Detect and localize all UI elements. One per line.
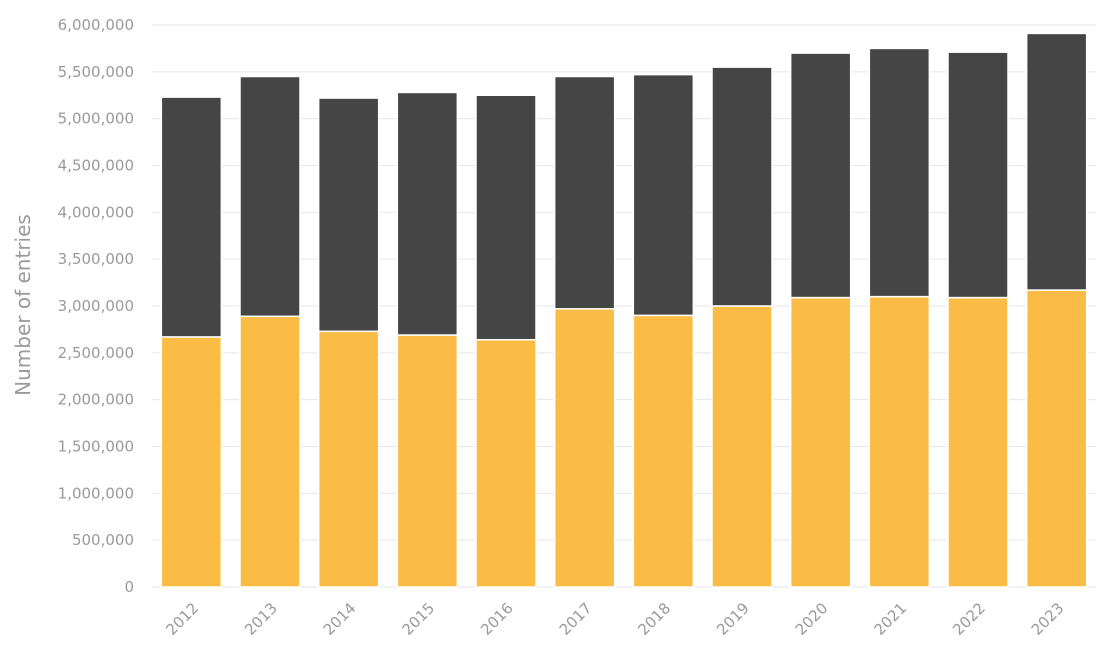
- x-tick-label: 2015: [398, 599, 438, 639]
- x-tick-label: 2019: [713, 599, 753, 639]
- y-tick-label: 3,000,000: [58, 297, 134, 315]
- bar-segment-2015-series-2: [396, 91, 459, 336]
- bar-segment-2013-series-2: [239, 75, 301, 318]
- x-tick-label: 2016: [477, 599, 517, 639]
- bar-segment-2023-series-2: [1025, 32, 1088, 291]
- y-tick-label: 0: [124, 578, 134, 596]
- x-tick-label: 2018: [634, 599, 674, 639]
- bar-segment-2017-series-2: [553, 75, 616, 310]
- x-tick-label: 2017: [556, 599, 596, 639]
- bar-segment-2021-series-2: [868, 47, 931, 298]
- bar-segment-2018-series-2: [632, 73, 695, 317]
- y-tick-label: 4,000,000: [58, 203, 134, 221]
- x-tick-label: 2023: [1028, 599, 1068, 639]
- grid-lines: [152, 24, 1096, 588]
- x-tick-label: 2012: [162, 599, 202, 639]
- bar-segment-2016-series-1: [475, 338, 537, 588]
- bar-segment-2019-series-1: [711, 305, 773, 588]
- bar-segment-2022-series-1: [947, 296, 1009, 588]
- y-tick-label: 500,000: [72, 531, 134, 549]
- y-axis-ticks: 0 500,000 1,000,000 1,500,000 2,000,000 2,500…: [58, 16, 134, 596]
- bar-segment-2017-series-1: [553, 308, 616, 588]
- bar-segment-2021-series-1: [868, 295, 931, 588]
- bar-segment-2022-series-2: [947, 51, 1009, 299]
- x-tick-label: 2022: [949, 599, 989, 639]
- y-tick-label: 1,000,000: [58, 484, 134, 502]
- x-tick-label: 2020: [792, 599, 832, 639]
- bar-segment-2018-series-1: [632, 314, 695, 588]
- x-tick-label: 2013: [241, 599, 281, 639]
- y-tick-label: 5,500,000: [58, 63, 134, 81]
- bar-series: [160, 32, 1088, 588]
- y-tick-label: 2,500,000: [58, 344, 134, 362]
- y-tick-label: 4,500,000: [58, 157, 134, 175]
- y-axis-label: Number of entries: [11, 214, 35, 396]
- bar-segment-2014-series-2: [317, 97, 380, 333]
- x-axis-ticks: 2012 2013 2014 2015 2016 2017 2018 2019 2020 2021…: [162, 599, 1067, 639]
- y-tick-label: 3,500,000: [58, 250, 134, 268]
- y-tick-label: 1,500,000: [58, 438, 134, 456]
- bar-segment-2015-series-1: [396, 334, 459, 588]
- y-tick-label: 6,000,000: [58, 16, 134, 34]
- bar-segment-2020-series-1: [789, 296, 852, 588]
- bar-segment-2016-series-2: [475, 94, 537, 341]
- bar-segment-2020-series-2: [789, 52, 852, 299]
- x-tick-label: 2014: [320, 599, 360, 639]
- bar-segment-2023-series-1: [1025, 289, 1088, 588]
- y-tick-label: 2,000,000: [58, 391, 134, 409]
- bar-segment-2012-series-2: [160, 96, 223, 338]
- y-tick-label: 5,000,000: [58, 110, 134, 128]
- x-tick-label: 2021: [870, 599, 910, 639]
- bar-segment-2012-series-1: [160, 336, 223, 588]
- bar-segment-2019-series-2: [711, 66, 773, 307]
- bar-segment-2014-series-1: [317, 330, 380, 588]
- bar-segment-2013-series-1: [239, 315, 301, 588]
